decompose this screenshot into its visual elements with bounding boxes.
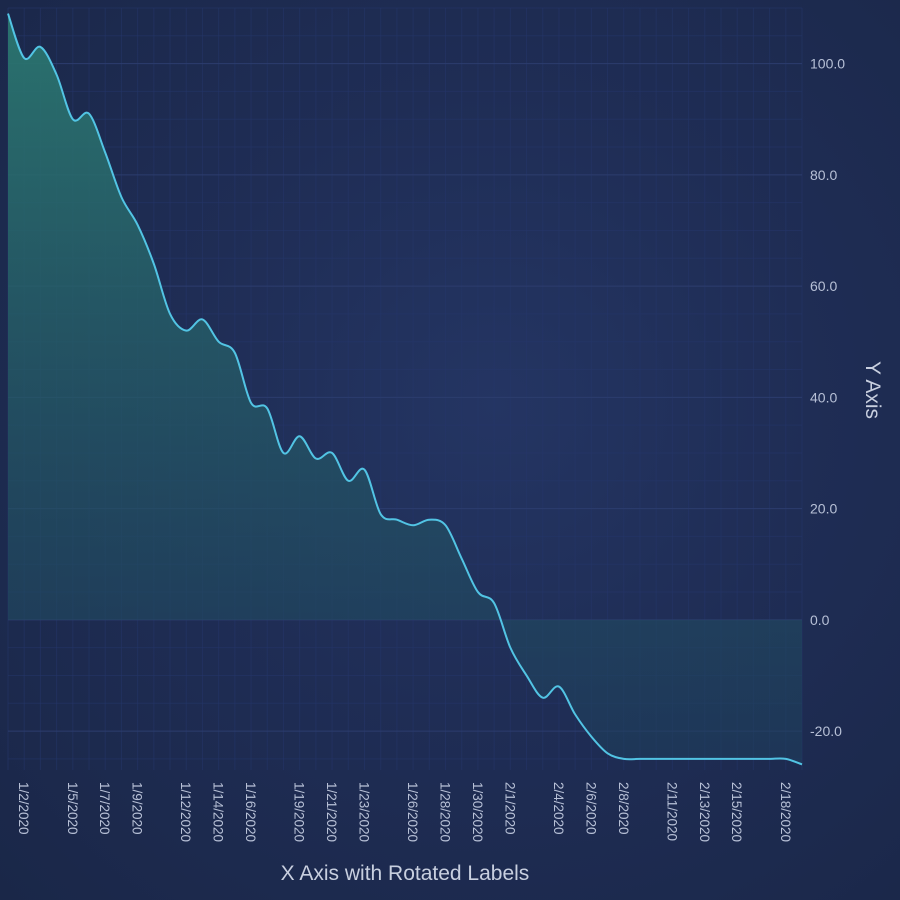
x-axis-title: X Axis with Rotated Labels (281, 862, 530, 885)
x-tick-label: 2/15/2020 (729, 782, 744, 842)
x-tick-label: 2/6/2020 (583, 782, 598, 835)
y-tick-label: 100.0 (810, 56, 845, 72)
y-tick-label: 80.0 (810, 167, 837, 183)
x-tick-label: 1/9/2020 (130, 782, 145, 835)
y-tick-label: -20.0 (810, 723, 842, 739)
x-tick-label: 2/1/2020 (502, 782, 517, 835)
area-series (7, 13, 803, 766)
y-tick-label: 60.0 (810, 278, 837, 294)
x-tick-label: 1/2/2020 (16, 782, 31, 835)
x-tick-label: 1/26/2020 (405, 782, 420, 842)
y-axis-title: Y Axis (861, 361, 884, 419)
x-tick-label: 1/14/2020 (211, 782, 226, 842)
x-tick-label: 2/18/2020 (778, 782, 793, 842)
y-tick-label: 20.0 (810, 501, 837, 517)
x-tick-label: 1/5/2020 (65, 782, 80, 835)
x-tick-label: 2/8/2020 (616, 782, 631, 835)
x-tick-label: 1/7/2020 (97, 782, 112, 835)
x-tick-label: 1/30/2020 (470, 782, 485, 842)
area-fill (8, 13, 802, 765)
x-tick-label: 1/12/2020 (178, 782, 193, 842)
x-tick-label: 2/4/2020 (551, 782, 566, 835)
x-tick-label: 2/11/2020 (664, 782, 679, 841)
x-tick-label: 1/28/2020 (438, 782, 453, 842)
y-axis: -20.0 0.0 20.0 40.0 60.0 80.0 100.0 (810, 56, 845, 739)
x-tick-label: 1/21/2020 (324, 782, 339, 842)
x-tick-label: 2/13/2020 (697, 782, 712, 842)
x-tick-label: 1/23/2020 (356, 782, 371, 842)
y-tick-label: 0.0 (810, 612, 830, 628)
x-tick-label: 1/19/2020 (292, 782, 307, 842)
x-axis: 1/2/2020 1/5/2020 1/7/2020 1/9/2020 1/12/202… (16, 782, 793, 842)
series-line (7, 13, 803, 766)
y-tick-label: 40.0 (810, 389, 837, 405)
x-tick-label: 1/16/2020 (243, 782, 258, 842)
